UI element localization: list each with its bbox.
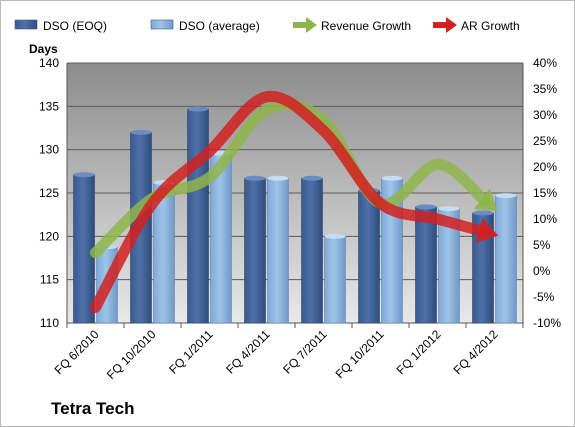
y2-tick-label: 40% <box>533 56 557 70</box>
x-tick-label: FQ 10/2011 <box>333 327 387 381</box>
bar-dso-eoq <box>187 108 209 324</box>
revenue-growth-arrowhead <box>473 188 498 212</box>
bar-dso-eoq <box>244 177 266 324</box>
y-tick-label: 130 <box>39 143 59 157</box>
bar-dso-eoq <box>73 174 95 324</box>
y2-tick-label: 25% <box>533 134 557 148</box>
bar-top-dso-average <box>381 175 403 181</box>
y2-tick-label: 30% <box>533 108 557 122</box>
legend-ar-growth-label: AR Growth <box>461 19 520 33</box>
bar-dso-average <box>267 177 289 324</box>
legend-dso-average-label: DSO (average) <box>179 19 260 33</box>
ar-growth-line <box>90 90 489 313</box>
y2-tick-label: 35% <box>533 82 557 96</box>
bar-dso-average <box>495 195 517 324</box>
company-title: Tetra Tech <box>51 399 135 418</box>
legend-revenue-growth-swatch-head <box>306 17 317 33</box>
y2-tick-label: 20% <box>533 160 557 174</box>
y-tick-label: 110 <box>40 316 59 330</box>
x-tick-label: FQ 1/2012 <box>394 327 444 377</box>
x-tick-label: FQ 7/2011 <box>280 327 330 377</box>
bar-top-dso-eoq <box>472 210 494 216</box>
y-axis-label: Days <box>29 42 58 56</box>
x-tick-label: FQ 4/2012 <box>451 327 501 377</box>
y-tick-label: 120 <box>39 229 59 243</box>
x-tick-label: FQ 1/2011 <box>166 327 216 377</box>
y2-tick-label: 5% <box>533 238 551 252</box>
legend-revenue-growth-label: Revenue Growth <box>321 19 411 33</box>
y2-tick-label: -5% <box>533 290 555 304</box>
bar-dso-eoq <box>301 177 323 324</box>
bar-top-dso-eoq <box>301 175 323 181</box>
y-tick-label: 115 <box>40 273 59 287</box>
bar-top-dso-average <box>324 233 346 239</box>
bar-top-dso-eoq <box>73 172 95 178</box>
bar-top-dso-eoq <box>187 106 209 112</box>
y-tick-label: 135 <box>39 99 59 113</box>
x-tick-label: FQ 4/2011 <box>223 327 273 377</box>
bar-top-dso-average <box>267 175 289 181</box>
legend-dso-eoq-swatch <box>14 19 38 30</box>
x-tick-label: FQ 10/2010 <box>104 327 159 382</box>
x-tick-label: FQ 6/2010 <box>52 327 102 377</box>
bar-top-dso-average <box>495 193 517 199</box>
legend-ar-growth-swatch-head <box>446 17 457 33</box>
bar-top-dso-eoq <box>415 204 437 210</box>
bar-top-dso-eoq <box>130 129 152 135</box>
y2-tick-label: 0% <box>533 264 551 278</box>
y2-tick-label: 15% <box>533 186 557 200</box>
y-tick-label: 140 <box>39 56 59 70</box>
legend-dso-average-swatch <box>150 19 174 30</box>
bar-dso-eoq <box>415 206 437 324</box>
y-tick-label: 125 <box>39 186 59 200</box>
y2-tick-label: 10% <box>533 212 557 226</box>
bar-dso-average <box>324 236 346 324</box>
legend-dso-eoq-label: DSO (EOQ) <box>43 19 107 33</box>
bar-dso-eoq <box>358 190 380 324</box>
bar-top-dso-eoq <box>244 175 266 181</box>
bar-top-dso-average <box>438 206 460 212</box>
y2-tick-label: -10% <box>533 316 561 330</box>
ar-growth-arrowhead <box>475 217 499 243</box>
